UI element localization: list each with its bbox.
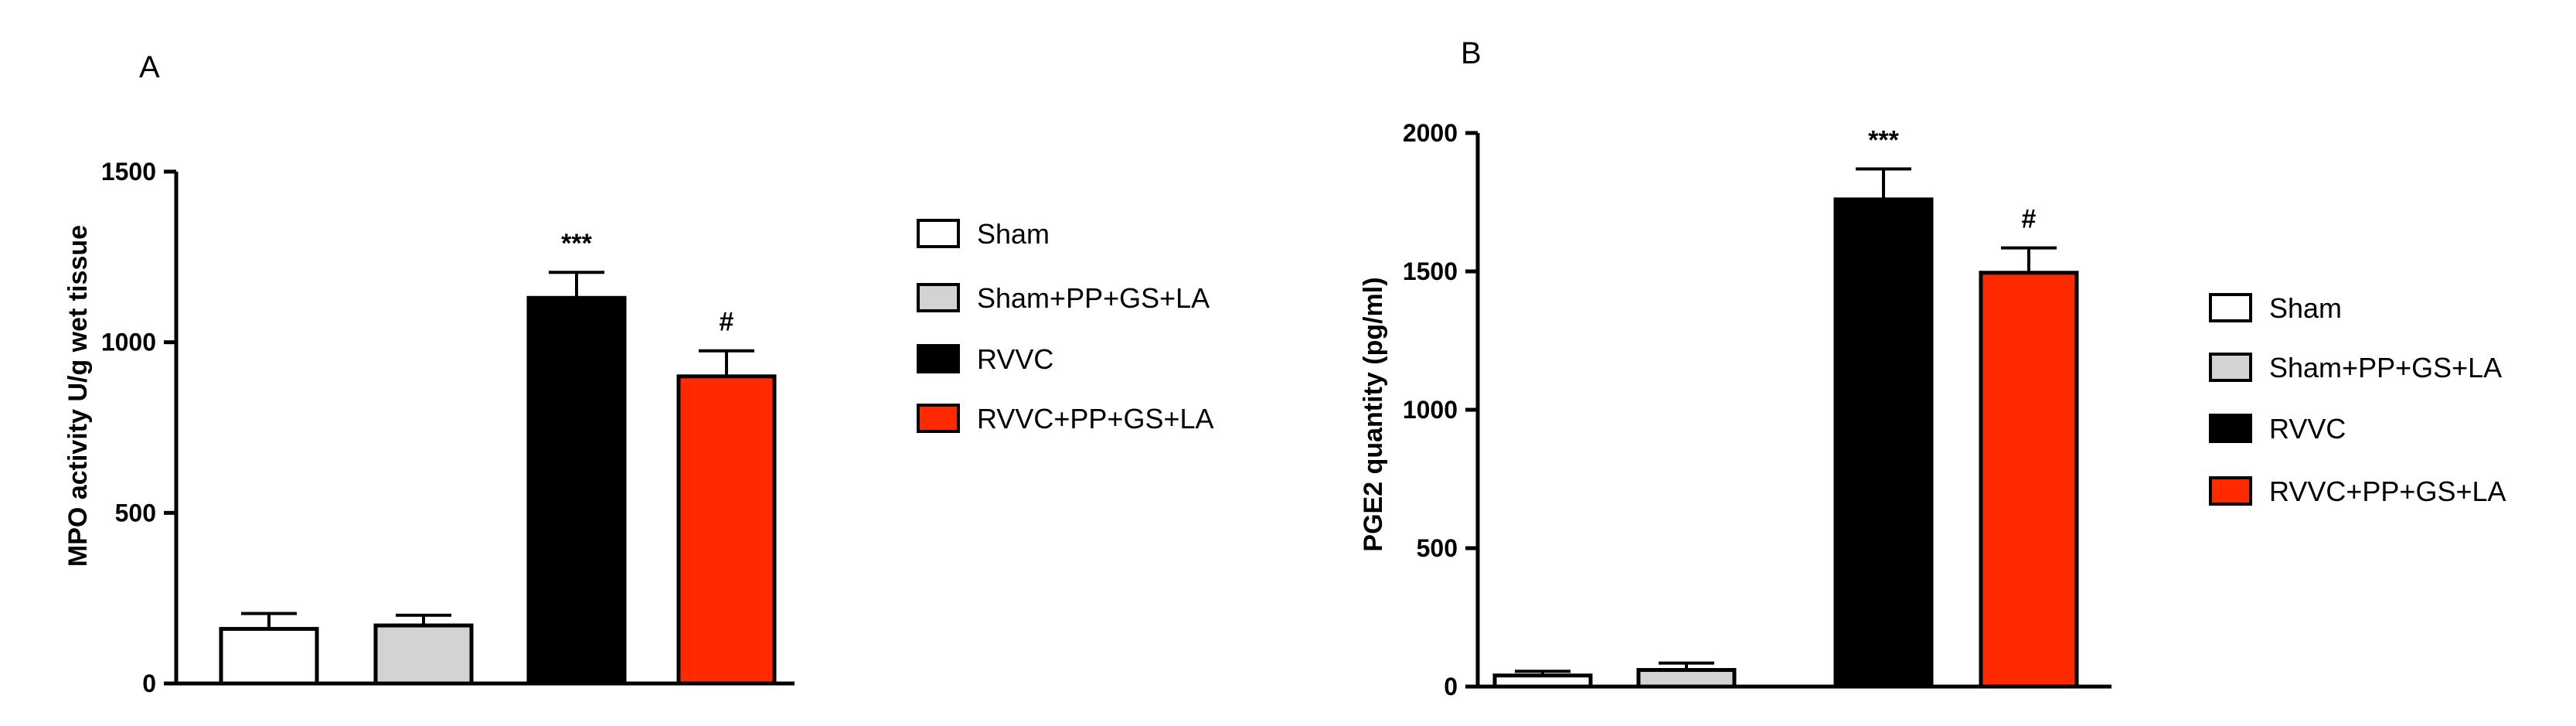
panel-b-bar <box>1833 197 1934 689</box>
panel-a-significance-label: *** <box>561 229 592 258</box>
panel-b-y-tick-label: 1500 <box>1403 257 1458 285</box>
panel-a-bar <box>373 623 474 686</box>
panel-b-legend-swatch <box>2209 476 2252 506</box>
panel-a-legend-label: RVVC <box>977 343 1053 375</box>
panel-b-letter: B <box>1461 36 1482 70</box>
panel-a-legend-swatch <box>917 283 960 312</box>
panel-b-legend-label: Sham <box>2269 292 2342 324</box>
panel-b-bar <box>1492 673 1593 689</box>
panel-a-legend-label: Sham <box>977 218 1050 250</box>
panel-b-legend-swatch <box>2209 353 2252 382</box>
panel-a-y-tick-label: 500 <box>115 499 156 527</box>
panel-a-legend-swatch <box>917 404 960 433</box>
panel-a-letter: A <box>139 50 160 84</box>
panel-a-y-axis-label: MPO activity U/g wet tissue <box>63 225 93 567</box>
panel-b-y-tick-label: 1000 <box>1403 396 1458 424</box>
panel-a-y-tick-label: 1000 <box>101 329 156 356</box>
panel-a-bar <box>219 626 319 686</box>
panel-a-legend-label: RVVC+PP+GS+LA <box>977 403 1214 435</box>
panel-b-significance-label: *** <box>1868 126 1899 155</box>
panel-b-legend-swatch <box>2209 414 2252 443</box>
panel-b-significance-label: # <box>2022 205 2037 234</box>
panel-a-bar <box>676 374 777 686</box>
panel-b-legend-label: RVVC+PP+GS+LA <box>2269 475 2506 507</box>
panel-b-bar <box>1636 668 1737 689</box>
panel-b-legend-label: Sham+PP+GS+LA <box>2269 352 2502 383</box>
panel-b-legend-swatch <box>2209 293 2252 322</box>
panel-b-y-tick-label: 500 <box>1417 534 1458 562</box>
panel-b-legend-label: RVVC <box>2269 413 2346 445</box>
panel-b-bar <box>1979 271 2079 689</box>
panel-a-y-tick-label: 1500 <box>101 158 156 186</box>
panel-a-legend-swatch <box>917 344 960 373</box>
panel-a-significance-label: # <box>720 308 734 337</box>
panel-a-y-tick-label: 0 <box>142 670 156 697</box>
panel-b: B PGE2 quantity (pg/ml) 0 500 1000 1500 2000… <box>1359 36 2506 700</box>
panel-a-bar <box>526 295 627 686</box>
panel-a-legend-swatch <box>917 219 960 248</box>
panel-b-y-axis-label: PGE2 quantity (pg/ml) <box>1359 277 1388 551</box>
panel-b-y-tick-label: 0 <box>1444 673 1458 700</box>
panel-a: A MPO activity U/g wet tissue 0 500 1000 15… <box>63 50 1214 697</box>
panel-a-legend-label: Sham+PP+GS+LA <box>977 282 1210 314</box>
panel-b-y-tick-label: 2000 <box>1403 119 1458 147</box>
